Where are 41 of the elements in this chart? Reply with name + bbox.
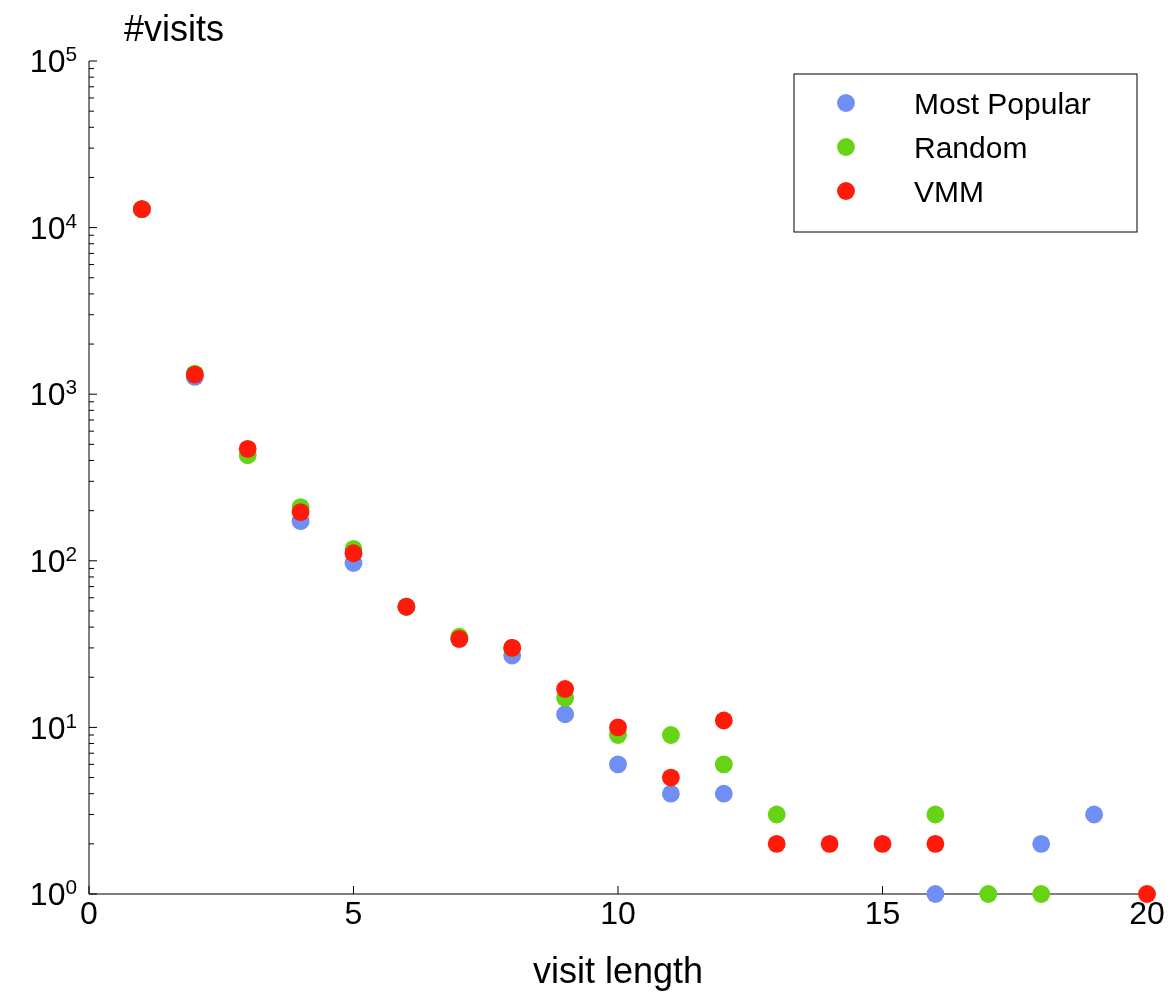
point [556,680,575,698]
point [661,726,680,744]
point [714,784,733,803]
x-tick-label: 10 [600,895,636,931]
point [1032,834,1051,853]
point [820,834,839,853]
point [926,885,945,903]
point [926,805,945,824]
y-tick-label: 10$^{4}$ [29,208,77,246]
y-tick-label: 10$^{2}$ [29,541,77,579]
legend-label: Most Popular [914,86,1091,120]
y-tick-label: 10$^{3}$ [29,374,77,413]
point [873,834,892,853]
point [714,755,733,774]
legend-label: Random [914,130,1028,164]
point [1085,805,1104,824]
x-tick-label: 0 [80,895,98,931]
y-tick-label: 10$^{1}$ [29,708,77,746]
x-tick-label: 15 [864,895,901,931]
point [767,834,786,853]
point [1138,885,1156,903]
legend-label: VMM [914,174,984,208]
point [609,718,627,737]
point [767,805,786,824]
point [556,705,575,724]
point [979,885,998,903]
x-axis-title: visit length [532,950,704,991]
x-tick-label: 5 [344,895,363,931]
point [238,439,257,458]
y-tick-label: 10$^{5}$ [29,41,77,80]
point [661,784,680,803]
point [609,755,627,774]
point [1032,885,1051,903]
x-tick-label: 20 [1129,895,1165,931]
point [714,711,733,730]
point [344,544,363,563]
point [661,768,680,787]
y-tick-label: 10$^{0}$ [29,874,77,913]
point [926,834,945,853]
y-axis-title: #visits [124,8,225,49]
point [291,503,310,522]
